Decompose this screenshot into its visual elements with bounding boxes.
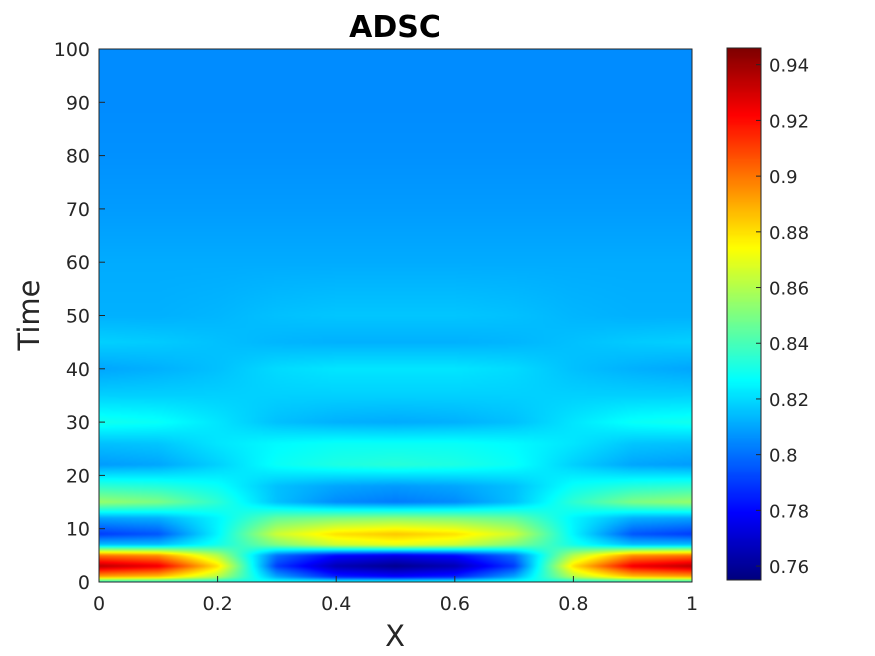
chart-title: ADSC <box>349 10 441 45</box>
colorbar-tick-label: 0.86 <box>769 279 809 300</box>
y-axis: 0 10 20 30 40 50 60 70 80 90 100 <box>54 39 105 594</box>
y-tick-label: 90 <box>66 92 90 114</box>
colorbar-tick-label: 0.76 <box>769 557 809 578</box>
colorbar-frame <box>726 47 762 581</box>
x-axis: 0 0.2 0.4 0.6 0.8 1 <box>93 576 698 615</box>
colorbar-ticks: 0.76 0.78 0.8 0.82 0.84 0.86 0.88 0.9 0.92 0.94 <box>756 56 809 578</box>
y-tick-label: 70 <box>66 199 90 221</box>
y-tick-label: 0 <box>78 572 90 594</box>
y-tick-label: 30 <box>66 412 90 434</box>
heatmap-image <box>99 49 692 582</box>
colorbar-tick-label: 0.88 <box>769 223 809 244</box>
colorbar-tick-label: 0.94 <box>769 56 809 77</box>
y-tick-label: 100 <box>54 39 90 61</box>
colorbar-tick-label: 0.8 <box>769 446 798 467</box>
colorbar-tick-label: 0.84 <box>769 334 809 355</box>
colorbar-tick-label: 0.82 <box>769 390 809 411</box>
x-tick-label: 0.8 <box>558 593 588 615</box>
y-axis-label: Time <box>12 280 46 352</box>
y-tick-label: 60 <box>66 252 90 274</box>
colorbar-tick-label: 0.9 <box>769 167 798 188</box>
y-tick-label: 50 <box>66 306 90 328</box>
y-tick-label: 80 <box>66 146 90 168</box>
y-tick-label: 20 <box>66 465 90 487</box>
colorbar-gradient <box>727 48 761 580</box>
x-axis-label: X <box>385 619 405 653</box>
x-tick-label: 0 <box>93 593 105 615</box>
colorbar: 0.76 0.78 0.8 0.82 0.84 0.86 0.88 0.9 0.92 0.94 <box>726 47 809 581</box>
x-tick-label: 0.6 <box>440 593 470 615</box>
y-tick-label: 10 <box>66 519 90 541</box>
x-tick-label: 0.2 <box>202 593 232 615</box>
y-tick-label: 40 <box>66 359 90 381</box>
plot-area <box>98 48 693 583</box>
x-tick-label: 1 <box>686 593 698 615</box>
x-tick-label: 0.4 <box>321 593 351 615</box>
colorbar-tick-label: 0.78 <box>769 501 809 522</box>
colorbar-tick-label: 0.92 <box>769 111 809 132</box>
